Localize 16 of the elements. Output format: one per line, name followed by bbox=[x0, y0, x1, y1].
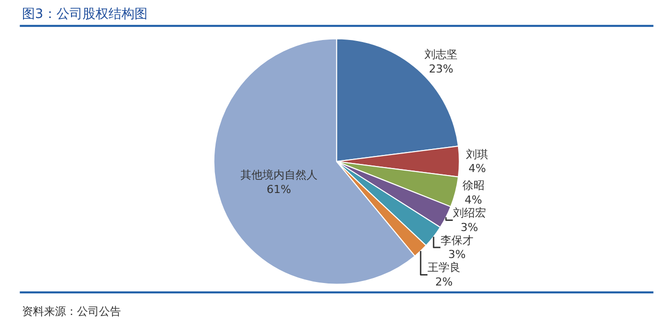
data-label: 4% bbox=[468, 162, 486, 176]
text: 图3：公司股权结构图 bbox=[22, 7, 148, 22]
data-label: 2% bbox=[435, 275, 453, 288]
slice-label: 刘绍宏 bbox=[452, 206, 486, 220]
data-label: 3% bbox=[448, 248, 466, 262]
data-label: 61% bbox=[266, 182, 292, 196]
slice-label: 刘琪 bbox=[466, 148, 488, 161]
data-label: 3% bbox=[460, 220, 478, 234]
data-label: 4% bbox=[464, 194, 482, 207]
text: 资料来源：公司公告 bbox=[22, 305, 121, 318]
slice-label: 刘志坚 bbox=[424, 48, 458, 62]
slice-label: 王学良 bbox=[427, 261, 460, 274]
slice-label: 其他境内自然人 bbox=[240, 168, 318, 182]
slice-label: 李保才 bbox=[440, 234, 474, 247]
slice-label: 徐昭 bbox=[462, 179, 484, 192]
data-label: 23% bbox=[428, 62, 454, 76]
